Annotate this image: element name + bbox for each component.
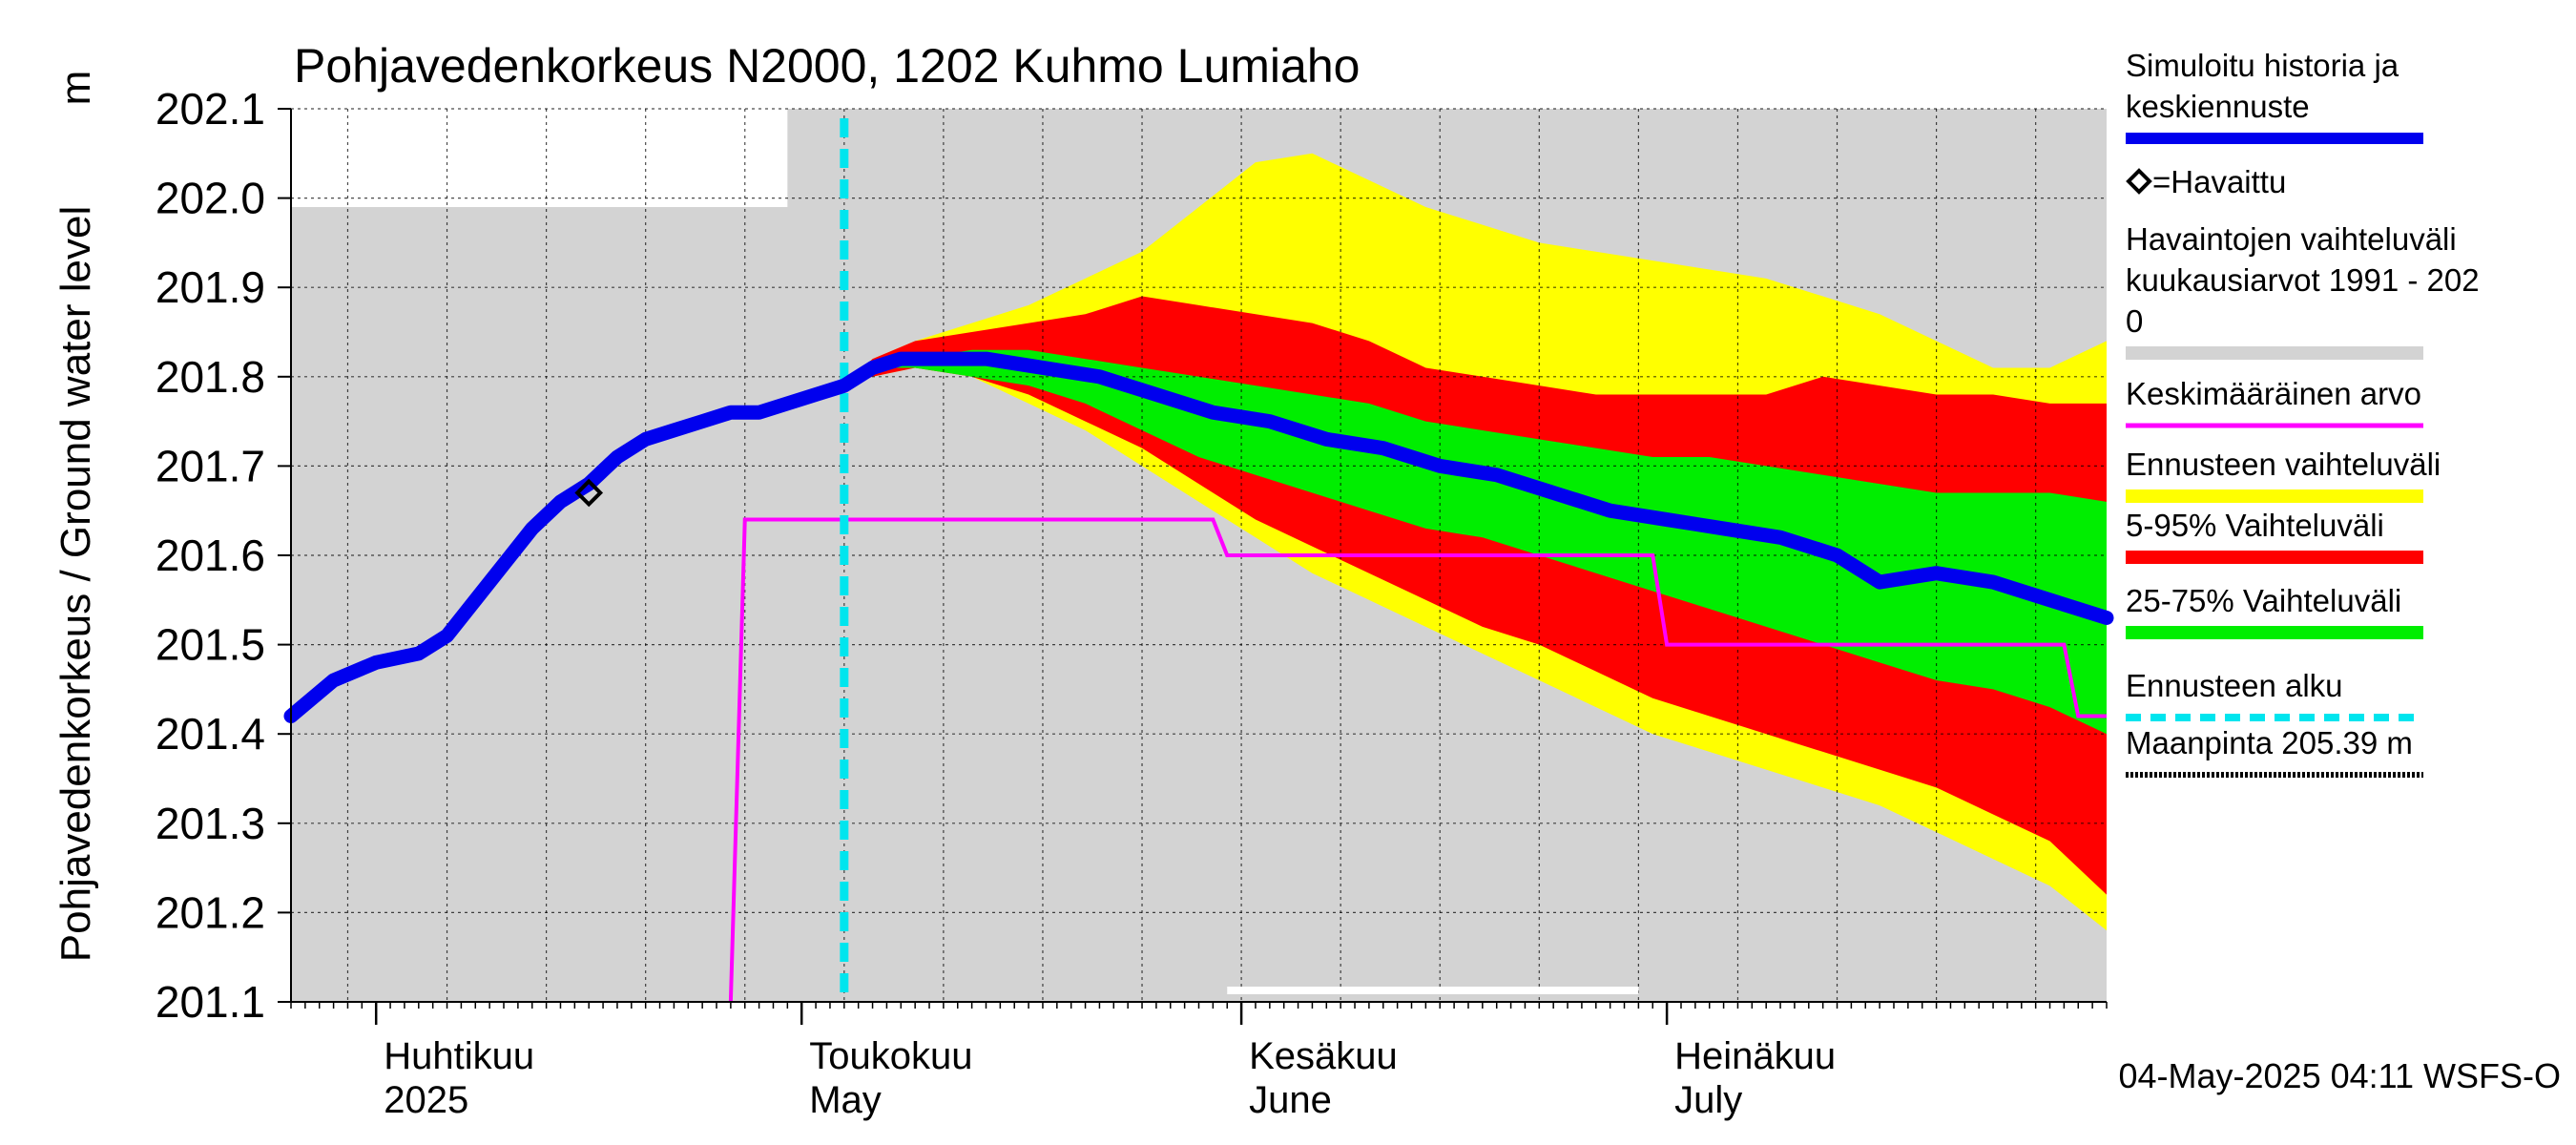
x-month-label: Toukokuu [809, 1035, 972, 1077]
legend-item-mean: Keskimääräinen arvo [2126, 376, 2423, 428]
simulated-line [283, 351, 2114, 723]
legend-label: Ennusteen vaihteluväli [2126, 447, 2441, 482]
band-1 [843, 296, 2107, 895]
legend-label: keskiennuste [2126, 89, 2310, 124]
x-month-label: Huhtikuu [384, 1035, 534, 1077]
x-month-label: Kesäkuu [1249, 1035, 1398, 1077]
y-axis-label: Pohjavedenkorkeus / Ground water level [52, 206, 99, 962]
y-tick-label: 201.2 [156, 887, 265, 937]
y-tick-label: 201.9 [156, 262, 265, 312]
y-tick-label: 202.1 [156, 84, 265, 134]
legend-item-p595: 5-95% Vaihteluväli [2126, 508, 2423, 564]
x-month-label: Heinäkuu [1674, 1035, 1836, 1077]
plot-area [283, 108, 2114, 1003]
observed-point [574, 478, 604, 508]
legend-item-sim: Simuloitu historia ja keskiennuste [2126, 48, 2423, 144]
legend-item-fstart: Ennusteen alku [2126, 668, 2423, 721]
legend-label: Maanpinta 205.39 m [2126, 725, 2413, 760]
history-range-gap [291, 109, 788, 207]
footer-timestamp: 04-May-2025 04:11 WSFS-O [2118, 1056, 2561, 1095]
legend-label: 0 [2126, 303, 2143, 339]
y-tick-label: 201.3 [156, 799, 265, 848]
y-tick-label: 201.1 [156, 977, 265, 1027]
legend-item-ground: Maanpinta 205.39 m [2126, 725, 2423, 778]
legend-label: kuukausiarvot 1991 - 202 [2126, 262, 2480, 298]
chart-title: Pohjavedenkorkeus N2000, 1202 Kuhmo Lumi… [294, 39, 1360, 93]
x-year-label: 2025 [384, 1079, 468, 1121]
legend-label: Ennusteen alku [2126, 668, 2343, 703]
legend-label: Keskimääräinen arvo [2126, 376, 2421, 411]
x-year-label: June [1249, 1079, 1332, 1121]
legend-label: =Havaittu [2152, 164, 2286, 199]
y-axis-unit: m [52, 71, 99, 106]
legend-label: 25-75% Vaihteluväli [2126, 583, 2401, 618]
legend-item-ens: Ennusteen vaihteluväli [2126, 447, 2441, 503]
legend-item-obs: =Havaittu [2126, 164, 2286, 199]
legend-item-hist: Havaintojen vaihteluväli kuukausiarvot 1… [2126, 221, 2480, 360]
legend-label: Havaintojen vaihteluväli [2126, 221, 2457, 257]
y-tick-label: 201.8 [156, 352, 265, 402]
y-tick-label: 201.5 [156, 620, 265, 670]
y-tick-label: 201.4 [156, 709, 265, 759]
y-tick-label: 202.0 [156, 174, 265, 223]
legend-label: Simuloitu historia ja [2126, 48, 2399, 83]
y-tick-label: 201.7 [156, 441, 265, 490]
legend-swatch [2126, 168, 2152, 195]
y-axis: 201.1 201.2 201.3 201.4 201.5 201.6 201.7 201.8… [156, 84, 291, 1027]
x-year-label: May [809, 1079, 882, 1121]
legend-label: 5-95% Vaihteluväli [2126, 508, 2384, 543]
y-tick-label: 201.6 [156, 531, 265, 580]
band-2 [843, 349, 2107, 735]
legend-item-p2575: 25-75% Vaihteluväli [2126, 583, 2423, 639]
x-year-label: July [1674, 1079, 1742, 1121]
mean-value-line [728, 517, 2107, 1003]
legend: Simuloitu historia ja keskiennuste =Havait… [2126, 48, 2480, 778]
